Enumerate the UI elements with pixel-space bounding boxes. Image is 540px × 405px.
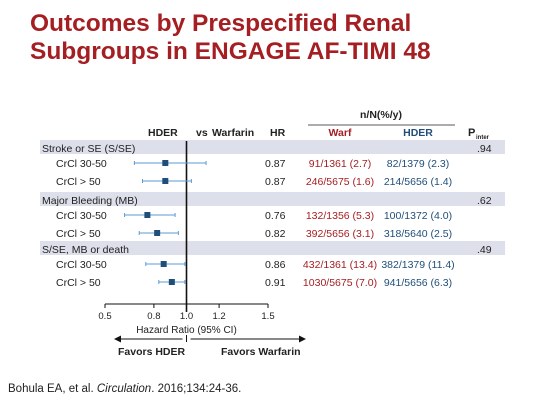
hr-point <box>162 178 169 184</box>
warf-events: 132/1356 (5.3) <box>306 210 374 222</box>
hder-events: 100/1372 (4.0) <box>384 210 452 222</box>
group-label: Stroke or SE (S/SE) <box>42 143 135 155</box>
x-axis-tick-label: 1.0 <box>180 311 193 322</box>
hder-events: 214/5656 (1.4) <box>384 176 452 188</box>
slide-title: Outcomes by Prespecified Renal Subgroups… <box>30 10 530 66</box>
x-axis-tick-label: 1.5 <box>261 311 274 322</box>
hr-value: 0.86 <box>265 259 286 271</box>
row-label: CrCl > 50 <box>56 277 101 289</box>
favors-warfarin-label: Favors Warfarin <box>221 346 301 358</box>
hr-value: 0.87 <box>265 176 286 188</box>
group-band <box>40 192 505 206</box>
hr-value: 0.87 <box>265 158 286 170</box>
warf-events: 432/1361 (13.4) <box>303 259 377 271</box>
hder-events: 318/5640 (2.5) <box>384 228 452 240</box>
x-axis-tick-label: 1.2 <box>212 311 225 322</box>
hr-value: 0.91 <box>265 277 286 289</box>
header-warfarin: Warfarin <box>212 127 254 139</box>
header-hder: HDER <box>148 127 178 139</box>
header-hr: HR <box>270 127 286 139</box>
hr-point <box>154 230 161 236</box>
row-label: CrCl 30-50 <box>56 210 107 222</box>
group-label: Major Bleeding (MB) <box>42 195 138 207</box>
row-label: CrCl 30-50 <box>56 158 107 170</box>
header-p-interaction: P <box>468 127 475 139</box>
group-band <box>40 241 505 255</box>
hder-events: 941/5656 (6.3) <box>384 277 452 289</box>
header-vs: vs <box>196 127 208 139</box>
favors-right-arrowhead <box>299 335 306 343</box>
citation-authors: Bohula EA, et al. <box>8 383 97 395</box>
slide-title-line-1: Outcomes by Prespecified Renal <box>30 10 412 37</box>
hr-point <box>160 261 167 267</box>
header-p-subscript: inter <box>476 135 490 141</box>
x-axis-tick-label: 0.8 <box>147 311 160 322</box>
favors-hder-label: Favors HDER <box>118 346 186 358</box>
citation-details: . 2016;134:24-36. <box>151 383 242 395</box>
x-axis-tick-label: 0.5 <box>98 311 111 322</box>
row-label: CrCl 30-50 <box>56 259 107 271</box>
warf-events: 246/5675 (1.6) <box>306 176 374 188</box>
hr-value: 0.76 <box>265 210 286 222</box>
hder-events: 82/1379 (2.3) <box>387 158 449 170</box>
favors-left-arrowhead <box>114 335 121 343</box>
hr-point <box>144 212 151 218</box>
row-label: CrCl > 50 <box>56 228 101 240</box>
p-interaction-value: .94 <box>477 143 492 155</box>
group-label: S/SE, MB or death <box>42 244 129 256</box>
hr-point <box>162 160 169 166</box>
n-over-n-header: n/N(%/y) <box>360 109 402 121</box>
warf-events: 392/5656 (3.1) <box>306 228 374 240</box>
hr-point <box>168 279 175 285</box>
citation: Bohula EA, et al. Circulation. 2016;134:… <box>8 383 241 395</box>
warf-events: 91/1361 (2.7) <box>309 158 371 170</box>
hr-value: 0.82 <box>265 228 286 240</box>
x-axis-label: Hazard Ratio (95% CI) <box>136 325 237 336</box>
p-interaction-value: .62 <box>477 195 492 207</box>
citation-journal: Circulation <box>96 383 152 395</box>
header-warf-column: Warf <box>329 127 352 139</box>
hder-events: 382/1379 (11.4) <box>381 259 454 271</box>
header-hder-column: HDER <box>403 127 433 139</box>
warf-events: 1030/5675 (7.0) <box>303 277 377 289</box>
row-label: CrCl > 50 <box>56 176 101 188</box>
p-interaction-value: .49 <box>477 244 492 256</box>
slide-title-line-2: Subgroups in ENGAGE AF-TIMI 48 <box>30 38 431 65</box>
group-band <box>40 140 505 154</box>
